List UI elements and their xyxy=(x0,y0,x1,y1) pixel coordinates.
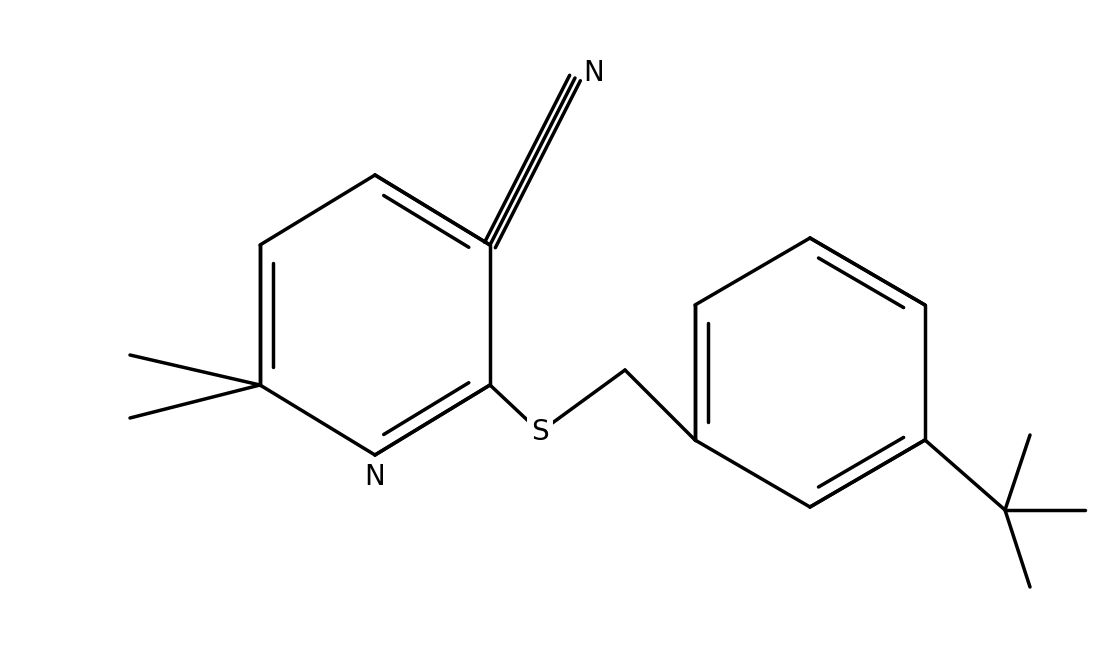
Text: N: N xyxy=(583,59,604,87)
Text: N: N xyxy=(365,463,386,491)
Text: S: S xyxy=(531,418,549,446)
